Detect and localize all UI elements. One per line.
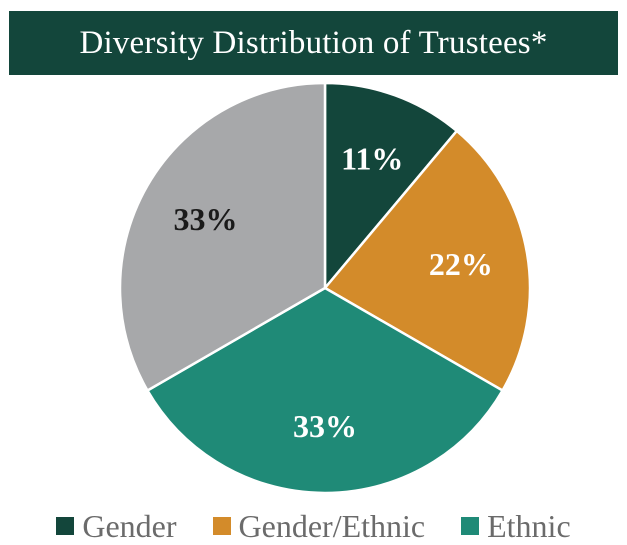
- pie-label-gender-ethnic: 22%: [429, 246, 493, 282]
- chart-title-bar: Diversity Distribution of Trustees*: [9, 11, 618, 75]
- legend-swatch-ethnic: [461, 517, 480, 535]
- pie-slice-ethnic: [146, 286, 504, 495]
- pie-slice-gender-ethnic: [323, 129, 532, 392]
- pie-label-other: 33%: [173, 201, 237, 237]
- chart-title: Diversity Distribution of Trustees*: [79, 24, 548, 61]
- legend-swatch-gender-ethnic: [212, 517, 231, 535]
- legend-label-ethnic: Ethnic: [487, 507, 571, 544]
- pie-label-gender: 11%: [341, 140, 403, 176]
- legend: Gender Gender/Ethnic Ethnic: [0, 508, 627, 544]
- legend-swatch-gender: [56, 517, 75, 535]
- pie-label-ethnic: 33%: [293, 408, 357, 444]
- legend-label-gender: Gender: [82, 507, 177, 544]
- pie-slice-other: [118, 81, 327, 392]
- legend-item-ethnic: Ethnic: [461, 508, 571, 545]
- legend-item-gender: Gender: [56, 507, 177, 545]
- pie-slice-gender: [323, 81, 459, 290]
- legend-item-gender-ethnic: Gender/Ethnic: [212, 507, 426, 545]
- legend-label-gender-ethnic: Gender/Ethnic: [238, 507, 426, 544]
